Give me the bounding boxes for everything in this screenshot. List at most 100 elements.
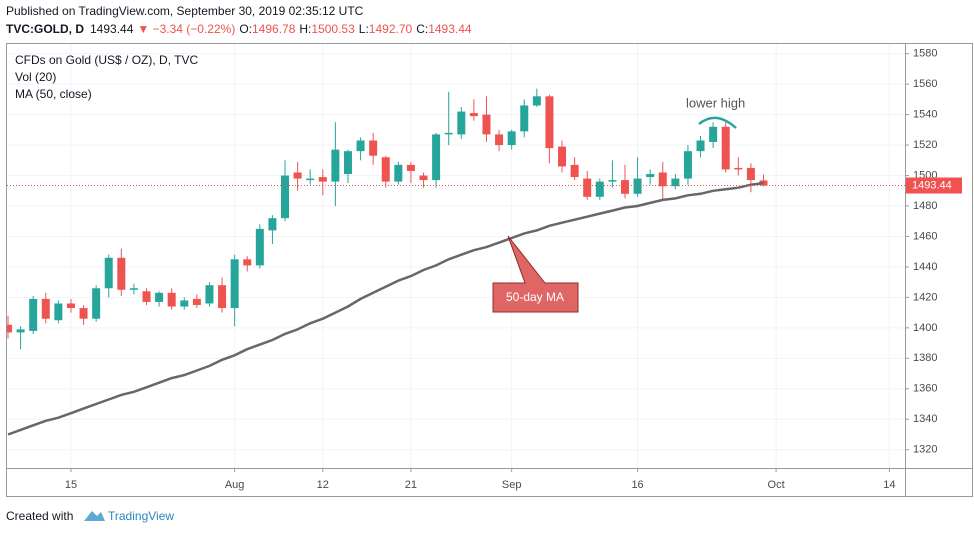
candle-body: [16, 329, 25, 333]
ohlc-label: L:: [359, 22, 369, 36]
y-tick-label: 1460: [913, 230, 937, 242]
candle-body: [520, 105, 529, 132]
x-tick-label: 12: [317, 479, 329, 491]
candle-body: [293, 172, 302, 179]
ohlc-value: 1496.78: [252, 22, 296, 36]
ohlc-label: O:: [239, 22, 252, 36]
candle-body: [658, 172, 667, 187]
y-tick-label: 1480: [913, 200, 937, 212]
candle-body: [532, 96, 541, 106]
x-tick-label: 15: [65, 479, 77, 491]
symbol: TVC:GOLD, D: [6, 22, 84, 36]
candle-body: [495, 134, 504, 146]
annotation: lower high: [686, 95, 745, 110]
candle-body: [343, 151, 352, 175]
candle-body: [356, 140, 365, 152]
candle-body: [746, 167, 755, 181]
candle-body: [79, 308, 88, 319]
footer-created: Created with: [6, 509, 73, 523]
x-tick-label: Oct: [768, 479, 785, 491]
candle-body: [444, 132, 453, 135]
ohlc-value: 1500.53: [311, 22, 355, 36]
last-price-box: [906, 177, 962, 194]
y-tick-label: 1420: [913, 291, 937, 303]
candle-body: [104, 257, 113, 289]
y-tick-label: 1580: [913, 48, 937, 60]
candle-body: [482, 114, 491, 135]
y-tick-label: 1540: [913, 109, 937, 121]
candle-body: [394, 164, 403, 182]
x-tick-label: 14: [883, 479, 895, 491]
candle-body: [167, 292, 176, 307]
candle-body: [230, 259, 239, 309]
y-tick-label: 1520: [913, 139, 937, 151]
candle-body: [268, 218, 277, 231]
ohlc-value: 1492.70: [369, 22, 413, 36]
candles: [7, 88, 768, 436]
candle-body: [142, 291, 151, 302]
change: ▼ −3.34 (−0.22%): [137, 22, 235, 36]
candle-body: [54, 303, 63, 321]
candle-body: [633, 178, 642, 194]
chart-frame: [6, 43, 973, 497]
candle-body: [29, 298, 38, 331]
candle-body: [218, 285, 227, 309]
candle-body: [646, 174, 655, 178]
candle-body: [243, 259, 252, 266]
candle-body: [255, 228, 264, 266]
candle-body: [545, 96, 554, 149]
candle-body: [709, 126, 718, 143]
candle-body: [66, 303, 75, 309]
candle-body: [457, 111, 466, 135]
candle-body: [721, 126, 730, 170]
candle-body: [7, 324, 12, 333]
logo: [84, 511, 105, 521]
annotation: 50-day MA: [506, 290, 564, 304]
candle-body: [205, 285, 214, 304]
ohlc-value: 1493.44: [428, 22, 472, 36]
candle-body: [558, 146, 567, 167]
last-price-label: 1493.44: [912, 179, 952, 191]
candle-body: [129, 288, 138, 290]
ohlc-label: H:: [299, 22, 311, 36]
plot: [7, 44, 905, 468]
candle-body: [419, 175, 428, 181]
candle-body: [117, 257, 126, 290]
annotation-arc: [698, 116, 737, 129]
indicator-label: Vol (20): [15, 70, 56, 84]
last-price: 1493.44: [90, 22, 134, 36]
quote-line: TVC:GOLD, D 1493.44 ▼ −3.34 (−0.22%) O:1496…: [6, 22, 472, 36]
x-tick-label: Aug: [225, 479, 245, 491]
candle-body: [331, 149, 340, 182]
candle-body: [41, 298, 50, 319]
y-tick-label: 1360: [913, 383, 937, 395]
callout-box: [492, 235, 579, 313]
ma-line: [7, 181, 764, 436]
x-tick-label: 16: [631, 479, 643, 491]
candle-body: [155, 292, 164, 302]
candle-body: [608, 180, 617, 182]
candle-body: [507, 131, 516, 146]
candle-body: [432, 134, 441, 181]
candle-body: [381, 157, 390, 182]
candle-body: [696, 140, 705, 152]
footer-brand[interactable]: TradingView: [108, 509, 174, 523]
x-tick-label: 21: [405, 479, 417, 491]
candle-body: [469, 113, 478, 117]
chart-title: CFDs on Gold (US$ / OZ), D, TVC: [15, 53, 198, 67]
candle-body: [671, 178, 680, 187]
ma-legend: MA (50, close): [15, 87, 92, 101]
candle-body: [180, 300, 189, 307]
candle-body: [406, 164, 415, 171]
x-tick-label: Sep: [502, 479, 522, 491]
y-tick-label: 1380: [913, 352, 937, 364]
candle-body: [318, 177, 327, 182]
candle-body: [734, 167, 743, 170]
candle-body: [620, 180, 629, 194]
published-note: Published on TradingView.com, September …: [6, 4, 364, 18]
y-tick-label: 1440: [913, 261, 937, 273]
ohlc-label: C:: [416, 22, 428, 36]
y-tick-label: 1560: [913, 78, 937, 90]
candle-body: [369, 140, 378, 156]
